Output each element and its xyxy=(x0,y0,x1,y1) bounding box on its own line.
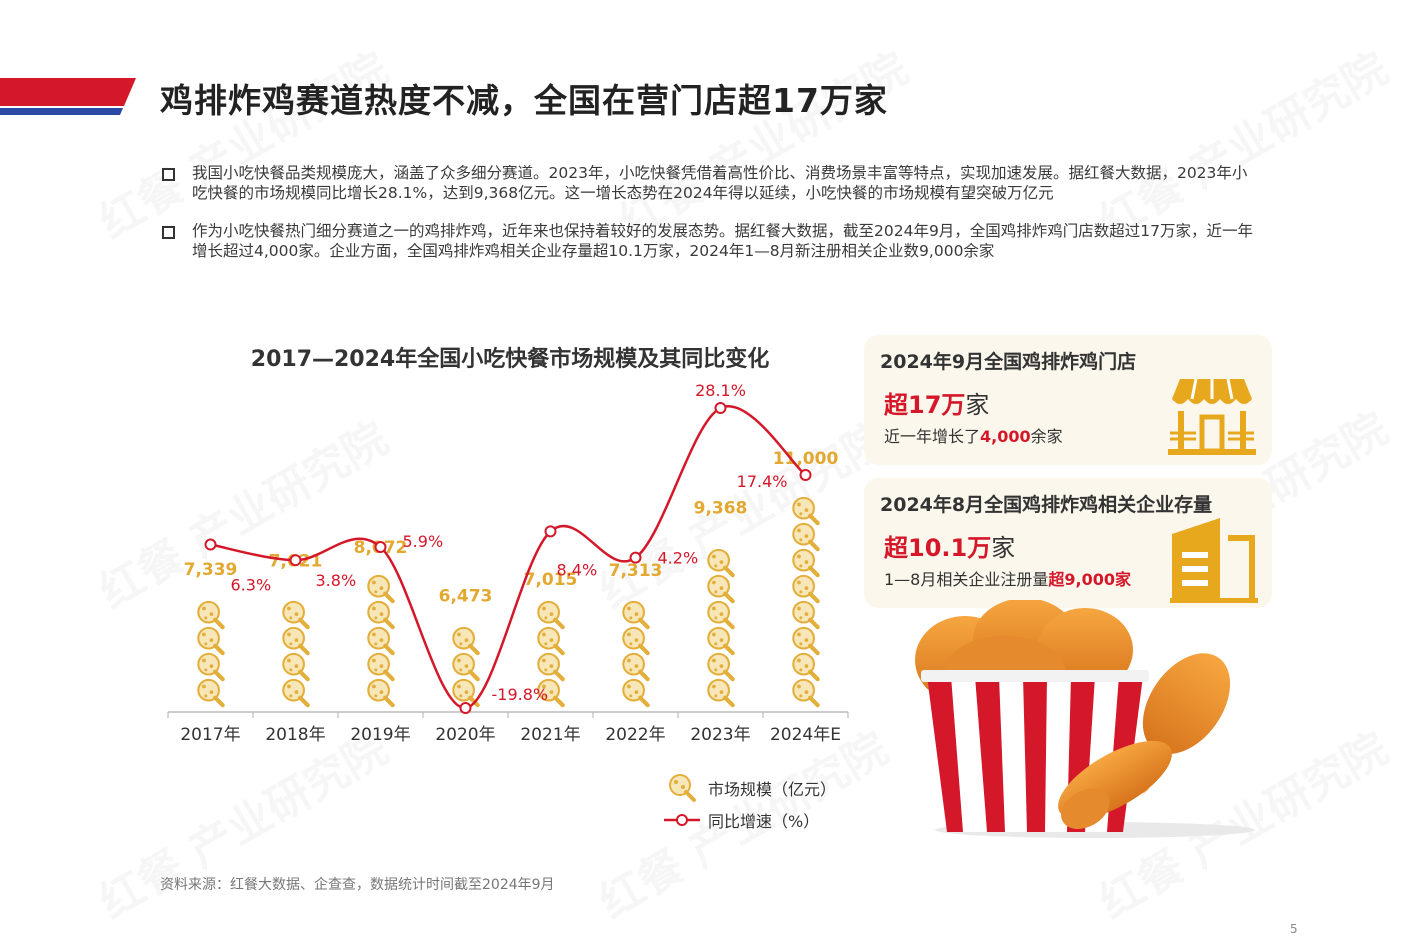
bar-2019年 xyxy=(368,576,392,705)
sub-value: 4,000 xyxy=(980,427,1031,446)
legend-item-growth-rate: 同比增速（%） xyxy=(662,804,836,836)
x-tick-label: 2021年 xyxy=(520,725,580,745)
bar-value-label: 7,313 xyxy=(609,561,663,581)
growth-rate-point xyxy=(799,469,812,482)
storefront-icon xyxy=(1168,378,1256,455)
page-title: 鸡排炸鸡赛道热度不减，全国在营门店超17万家 xyxy=(160,81,888,120)
title-accent-bar xyxy=(0,78,140,116)
bar-value-label: 9,368 xyxy=(694,499,748,519)
bullet-list: 我国小吃快餐品类规模庞大，涵盖了众多细分赛道。2023年，小吃快餐凭借着高性价比… xyxy=(160,163,1260,279)
legend-label: 市场规模（亿元） xyxy=(708,780,837,799)
card-title: 2024年9月全国鸡排炸鸡门店 xyxy=(880,351,1137,373)
x-tick-label: 2024年E xyxy=(770,725,841,745)
x-tick-label: 2017年 xyxy=(180,725,240,745)
growth-rate-point xyxy=(459,702,472,714)
sub-value: 超9,000家 xyxy=(1048,570,1131,589)
big-value: 17万 xyxy=(908,391,966,419)
building-icon xyxy=(1170,518,1258,603)
store-count-card: 2024年9月全国鸡排炸鸡门店 超17万家 近一年增长了4,000余家 xyxy=(864,335,1272,465)
enterprise-count-card: 2024年8月全国鸡排炸鸡相关企业存量 超10.1万家 1—8月相关企业注册量超… xyxy=(864,478,1272,608)
card-big-value: 超17万家 xyxy=(884,385,989,420)
growth-rate-label: 5.9% xyxy=(403,532,444,551)
drumstick-icon xyxy=(669,774,696,802)
sub-suffix: 余家 xyxy=(1030,427,1063,446)
growth-rate-line xyxy=(210,404,807,710)
big-prefix: 超 xyxy=(884,534,908,562)
growth-rate-label: 3.8% xyxy=(316,571,357,590)
growth-rate-label: 4.2% xyxy=(658,549,699,568)
bullet-item: 我国小吃快餐品类规模庞大，涵盖了众多细分赛道。2023年，小吃快餐凭借着高性价比… xyxy=(160,163,1260,203)
bar-value-label: 6,473 xyxy=(439,586,493,606)
bar-2023年 xyxy=(708,550,732,705)
card-sub-text: 1—8月相关企业注册量超9,000家 xyxy=(884,566,1131,590)
market-size-chart: 7,3397,6218,0726,4737,0157,3139,36811,00… xyxy=(167,381,849,745)
sub-prefix: 1—8月相关企业注册量 xyxy=(884,570,1049,589)
bar-2017年 xyxy=(198,602,222,705)
chart-title: 2017—2024年全国小吃快餐市场规模及其同比变化 xyxy=(250,347,770,372)
big-value: 10.1万 xyxy=(908,534,992,562)
card-sub-text: 近一年增长了4,000余家 xyxy=(884,423,1063,447)
x-tick-label: 2020年 xyxy=(435,725,495,745)
source-note: 资料来源：红餐大数据、企查查，数据统计时间截至2024年9月 xyxy=(160,877,555,893)
bar-2022年 xyxy=(623,602,647,705)
bar-2024年E xyxy=(793,498,817,705)
growth-rate-point xyxy=(544,525,557,538)
card-title: 2024年8月全国鸡排炸鸡相关企业存量 xyxy=(880,494,1213,516)
fried-chicken-bucket-illustration xyxy=(915,600,1255,838)
chart-legend: 市场规模（亿元） 同比增速（%） xyxy=(662,772,836,836)
x-tick-label: 2022年 xyxy=(605,725,665,745)
big-suffix: 家 xyxy=(965,391,990,419)
bullet-square-icon xyxy=(162,226,175,239)
bullet-text: 我国小吃快餐品类规模庞大，涵盖了众多细分赛道。2023年，小吃快餐凭借着高性价比… xyxy=(192,164,1248,202)
x-tick-label: 2019年 xyxy=(350,725,410,745)
bar-2020年 xyxy=(453,628,477,705)
growth-rate-label: -19.8% xyxy=(492,685,549,704)
page-number: 5 xyxy=(1290,922,1298,936)
growth-rate-point xyxy=(204,538,217,551)
line-marker-icon xyxy=(664,814,700,826)
big-suffix: 家 xyxy=(991,534,1016,562)
growth-rate-point xyxy=(374,541,387,554)
x-tick-label: 2018年 xyxy=(265,725,325,745)
bar-2018年 xyxy=(283,602,307,705)
bullet-square-icon xyxy=(162,168,175,181)
card-big-value: 超10.1万家 xyxy=(884,528,1015,563)
x-tick-label: 2023年 xyxy=(690,725,750,745)
growth-rate-point xyxy=(714,402,727,414)
bar-value-label: 7,339 xyxy=(184,560,238,580)
bullet-text: 作为小吃快餐热门细分赛道之一的鸡排炸鸡，近年来也保持着较好的发展态势。据红餐大数… xyxy=(192,222,1254,260)
growth-rate-label: 17.4% xyxy=(737,472,788,491)
growth-rate-label: 6.3% xyxy=(231,576,272,595)
bar-value-label: 11,000 xyxy=(773,449,839,469)
legend-label: 同比增速（%） xyxy=(708,812,820,831)
big-prefix: 超 xyxy=(884,391,908,419)
growth-rate-label: 8.4% xyxy=(557,560,598,579)
growth-rate-label: 28.1% xyxy=(695,381,746,400)
growth-rate-point xyxy=(629,551,642,564)
growth-rate-point xyxy=(289,554,302,567)
sub-prefix: 近一年增长了 xyxy=(884,427,981,446)
bullet-item: 作为小吃快餐热门细分赛道之一的鸡排炸鸡，近年来也保持着较好的发展态势。据红餐大数… xyxy=(160,221,1260,261)
legend-item-market-size: 市场规模（亿元） xyxy=(662,772,836,804)
bar-value-label: 7,015 xyxy=(524,570,578,590)
